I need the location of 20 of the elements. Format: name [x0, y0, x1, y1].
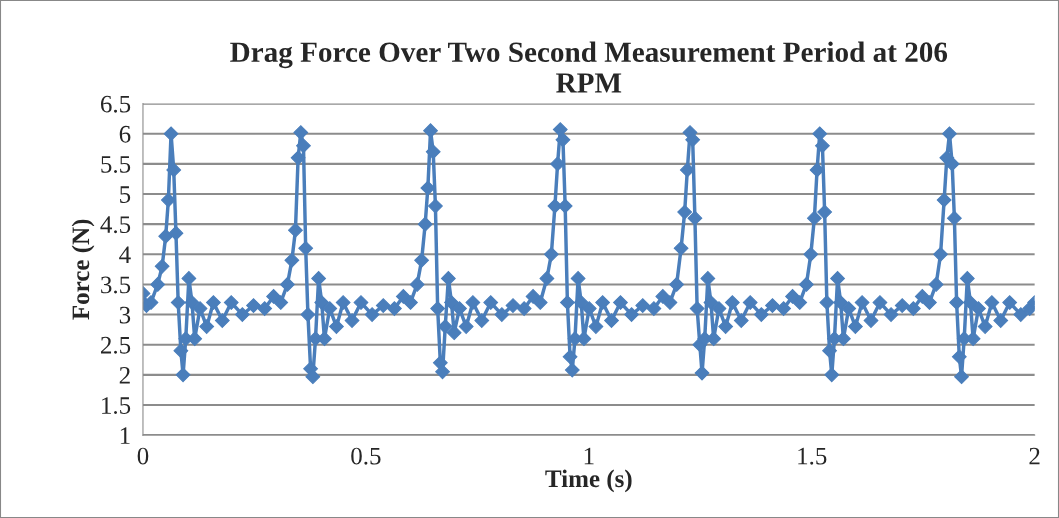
- y-tick-label: 1.5: [102, 397, 131, 415]
- y-tick-label: 6: [119, 125, 131, 143]
- x-tick-label: 2: [1029, 447, 1040, 465]
- x-tick-label: 1: [584, 447, 594, 465]
- y-tick-label: 1: [120, 427, 130, 444]
- y-tick-label: 5: [120, 186, 131, 203]
- y-tick-label: 6.5: [100, 95, 131, 113]
- chart-title: Drag Force Over Two Second Measurement Period at 206 RPM: [230, 41, 948, 93]
- y-axis-title: Force (N): [71, 219, 95, 320]
- y-tick-label: 3.5: [101, 276, 131, 294]
- x-tick-label: 1.5: [798, 447, 827, 465]
- y-tick-label: 4.5: [100, 216, 131, 234]
- x-axis-title: Time (s): [545, 469, 632, 493]
- y-tick-label: 5.5: [101, 156, 131, 173]
- y-tick-label: 2: [119, 366, 130, 384]
- y-tick-label: 3: [119, 306, 131, 324]
- x-tick-label: 0.5: [351, 447, 381, 465]
- x-tick-label: 0: [137, 447, 149, 465]
- y-tick-label: 2.5: [101, 336, 131, 354]
- y-tick-label: 4: [119, 246, 131, 263]
